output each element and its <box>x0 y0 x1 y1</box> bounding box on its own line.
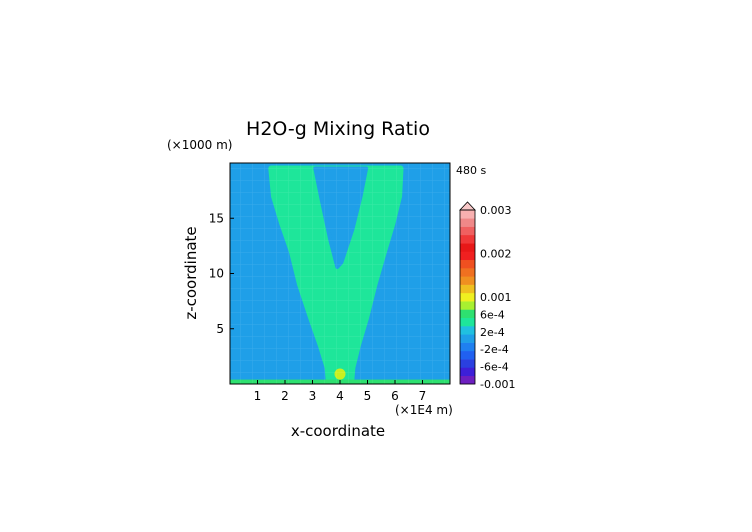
colorbar-label: 2e-4 <box>480 326 505 339</box>
colorbar-swatch <box>460 226 475 236</box>
plot-area <box>230 163 450 384</box>
y-ticks: 5 10 15 <box>209 211 234 336</box>
colorbar-top-triangle <box>459 201 476 211</box>
x-tick-label: 5 <box>364 389 372 403</box>
colorbar-frame <box>459 209 476 385</box>
colorbar-swatch <box>460 276 475 285</box>
colorbar-swatch <box>460 292 475 302</box>
colorbar-label: -0.001 <box>480 378 515 391</box>
colorbar-swatch <box>460 334 475 343</box>
y-tick-label: 10 <box>209 267 224 281</box>
x-tick-label: 7 <box>419 389 427 403</box>
colorbar-swatch <box>460 243 475 252</box>
x-unit-label: (×1E4 m) <box>395 403 453 417</box>
colorbar-label: -6e-4 <box>480 361 509 374</box>
colorbar-swatch <box>460 342 475 352</box>
colorbar-swatch <box>460 375 475 385</box>
y-axis-label: z-coordinate <box>182 226 200 319</box>
colorbar-swatch <box>460 268 475 277</box>
colorbar-swatch <box>460 210 475 219</box>
x-tick-label: 4 <box>336 389 344 403</box>
colorbar-swatch <box>460 234 475 244</box>
colorbar-label: 0.001 <box>480 291 512 304</box>
x-tick-label: 3 <box>309 389 317 403</box>
colorbar-swatch <box>460 259 475 269</box>
colorbar-swatch <box>460 359 475 368</box>
colorbar-label: 0.003 <box>480 204 512 217</box>
x-axis-label: x-coordinate <box>291 422 385 440</box>
y-tick-label: 5 <box>216 322 224 336</box>
colorbar-swatch <box>460 309 475 319</box>
y-unit-label: (×1000 m) <box>167 138 232 152</box>
colorbar: 0.003 0.002 0.001 6e-4 2e-4 -2e-4 -6e-4 -0.001 <box>459 201 515 391</box>
x-tick-label: 1 <box>254 389 262 403</box>
colorbar-swatch <box>460 218 475 227</box>
colorbar-swatch <box>460 284 475 294</box>
colorbar-swatch <box>460 350 475 360</box>
colorbar-swatch <box>460 317 475 327</box>
chart-title: H2O-g Mixing Ratio <box>246 118 430 140</box>
colorbar-swatch <box>460 251 475 261</box>
colorbar-label: 6e-4 <box>480 308 505 321</box>
colorbar-label: -2e-4 <box>480 343 509 356</box>
colorbar-swatch <box>460 301 475 310</box>
colorbar-swatch <box>460 326 475 335</box>
colorbar-label: 0.002 <box>480 248 512 261</box>
colorbar-swatch <box>460 367 475 377</box>
time-label: 480 s <box>456 164 486 177</box>
x-tick-label: 6 <box>391 389 399 403</box>
y-tick-label: 15 <box>209 211 224 225</box>
x-ticks: 1 2 3 4 5 6 7 <box>254 380 427 403</box>
grid-overlay <box>230 163 450 384</box>
x-tick-label: 2 <box>281 389 289 403</box>
